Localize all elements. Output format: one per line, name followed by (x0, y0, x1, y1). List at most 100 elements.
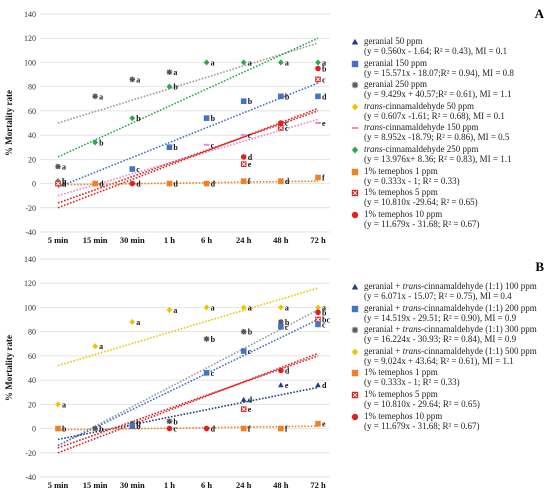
marker-diamond (203, 304, 210, 311)
significance-label: bc (322, 316, 330, 325)
y-tick-label: -40 (25, 228, 36, 237)
marker-square (92, 180, 98, 187)
chart-b-plot: -40 -20 0 20 40 60 80 100 120 140 5 min 15 min 30 mi… (4, 255, 330, 490)
marker-square (55, 425, 61, 432)
marker-triangle (351, 38, 359, 45)
legend-equation: (y = 13.976x+ 8.36; R² = 0.83), MI = 1.1 (364, 153, 512, 164)
trendline (57, 107, 319, 209)
marker-square (315, 420, 321, 427)
marker-square (278, 324, 284, 330)
data-point (203, 115, 210, 121)
significance-label: b (173, 83, 178, 92)
significance-label: a (62, 163, 66, 172)
significance-label: c (322, 320, 326, 329)
x-tick-label: 15 min (83, 480, 108, 490)
marker-square (240, 348, 247, 354)
marker-square (166, 180, 173, 187)
significance-label: d (285, 177, 290, 186)
marker-square (278, 93, 284, 100)
x-tick-label: 6 h (201, 235, 212, 245)
x-tick-label: 72 h (310, 235, 326, 245)
legend-equation: (y = 0.607x -1.61; R² = 0.68), MI = 0.1 (364, 110, 505, 121)
significance-label: a (62, 400, 66, 409)
data-point (166, 418, 173, 425)
significance-label: d (248, 153, 253, 162)
significance-label: a (322, 303, 326, 312)
data-point (315, 59, 321, 66)
marker-cross (352, 190, 358, 196)
legend-marker (351, 283, 359, 290)
marker-diamond (315, 304, 321, 311)
data-point (203, 425, 210, 432)
significance-label: d (99, 180, 104, 189)
x-tick-label: 24 h (236, 480, 252, 490)
legend-marker (351, 211, 359, 218)
significance-label: e (322, 420, 326, 429)
data-point (240, 396, 247, 402)
data-point (315, 122, 321, 124)
marker-square (315, 174, 321, 181)
data-point (315, 321, 321, 328)
legend-item: 1% temephos 10 ppm (y = 11.679x - 31.68; … (350, 209, 545, 229)
data-point (92, 425, 98, 432)
data-point (240, 59, 247, 66)
marker-circle (351, 211, 359, 218)
significance-label: d (211, 180, 216, 189)
legend-marker (351, 348, 359, 356)
data-point (278, 382, 284, 388)
data-point (240, 328, 247, 335)
significance-label: f (248, 177, 251, 186)
marker-triangle (278, 382, 284, 388)
y-tick-label: -20 (25, 449, 36, 458)
marker-circle (315, 65, 321, 72)
marker-circle (315, 309, 321, 316)
data-point (92, 180, 98, 187)
legend-marker (351, 146, 359, 154)
data-point (55, 163, 61, 170)
data-point (166, 180, 173, 187)
legend-item: 1% temephos 1 ppm (y = 0.333x - 1; R² = 0… (350, 166, 545, 186)
legend-equation: (y = 0.333x - 1; R² = 0.33) (364, 377, 460, 388)
marker-square (278, 178, 284, 184)
data-point (315, 382, 321, 388)
significance-label: c (248, 131, 252, 140)
y-tick-label: 20 (28, 155, 36, 164)
marker-square (166, 144, 173, 151)
legend-equation: (y = 8.952x -18.79; R² = 0.86), MI = 0.5 (364, 132, 510, 143)
data-point (129, 115, 136, 122)
legend-series-name: geranial + trans-cinnamaldehyde (1:1) 20… (364, 302, 537, 313)
marker-circle (240, 154, 247, 160)
significance-label: a (285, 303, 289, 312)
data-point (166, 83, 173, 90)
marker-square (240, 425, 247, 432)
data-point (240, 348, 247, 354)
trendline (57, 42, 319, 124)
legend-series-name: geranial 250 ppm (364, 79, 427, 90)
significance-label: a (173, 68, 177, 77)
data-point (278, 319, 284, 325)
significance-label: a (173, 306, 177, 315)
marker-triangle (315, 382, 321, 388)
marker-cross (315, 317, 321, 322)
data-point (315, 93, 321, 100)
significance-label: c (285, 323, 289, 332)
data-point (315, 316, 321, 323)
data-point (315, 304, 321, 311)
data-point (278, 324, 284, 330)
significance-label: a (211, 303, 215, 312)
data-point (240, 154, 247, 160)
significance-label: b (285, 92, 290, 101)
y-tick-label: 0 (32, 425, 36, 434)
data-point (129, 318, 136, 326)
data-point (55, 180, 61, 187)
data-point (240, 134, 247, 137)
marker-square (129, 166, 136, 172)
data-point (315, 420, 321, 427)
significance-label: b (62, 177, 67, 186)
marker-square (203, 180, 210, 187)
significance-label: b (322, 65, 327, 74)
legend-series-name: 1% temephos 5 ppm (364, 388, 438, 399)
y-tick-label: 120 (24, 279, 36, 288)
legend-item: trans-cinnamaldehyde 50 ppm (y = 0.607x -… (350, 101, 545, 121)
significance-label: a (99, 92, 103, 101)
